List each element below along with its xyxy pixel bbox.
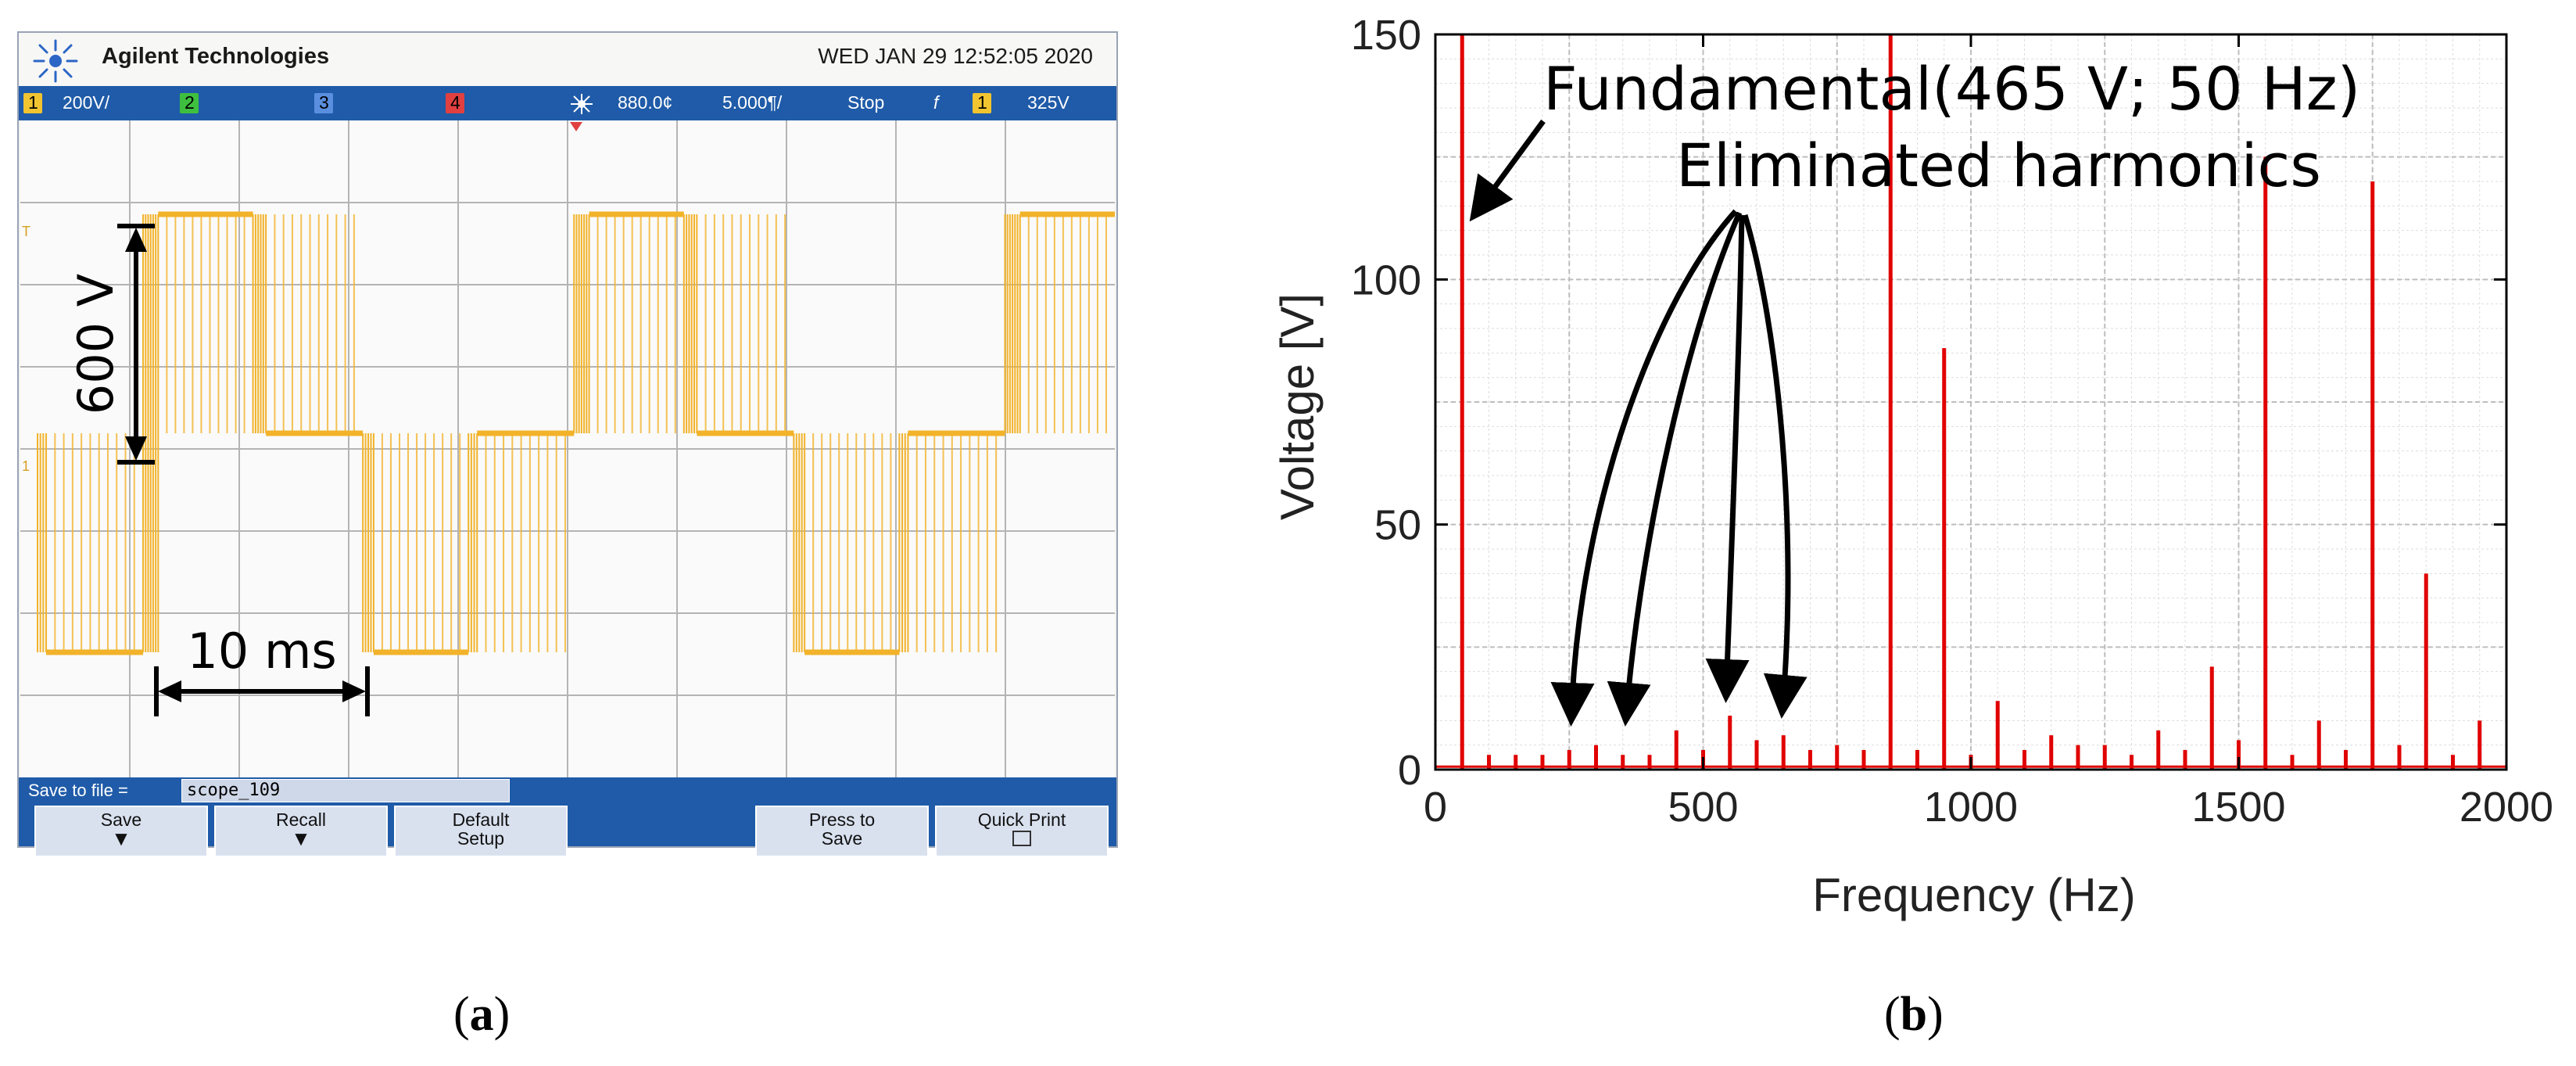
default-setup-softkey[interactable]: Default Setup [394,806,568,857]
press-to-save-softkey[interactable]: Press to Save [755,806,929,857]
recall-softkey[interactable]: Recall ▼ [214,806,388,857]
y-tick-labels: 0 50 100 150 [1351,12,1421,794]
x-tick-label: 2000 [2460,784,2553,831]
save-softkey-label: Save [100,809,142,830]
channel-2-badge [180,93,199,113]
trigger-level-marker: T [22,224,30,239]
y-tick-label: 50 [1374,502,1421,549]
panel-b-label: (b) [1884,988,1944,1041]
oscilloscope-panel: Agilent Technologies WED JAN 29 12:52:05… [17,31,1118,857]
time-scale: 5.000¶/ [722,92,783,113]
spectrum-chart: 0 500 1000 1500 2000 0 50 100 150 Frequency (Hz… [1271,12,2553,921]
channel-4-number: 4 [450,92,460,113]
voltage-annotation: 600 V [67,274,124,415]
default-setup-line2: Setup [457,828,505,849]
trigger-channel-badge [973,93,991,113]
channel-2-number: 2 [185,92,195,113]
fundamental-arrow [1469,119,1546,222]
y-tick-label: 150 [1351,12,1421,59]
recall-down-arrow-icon: ▼ [291,827,311,850]
agilent-spark-logo-icon [33,39,78,83]
save-softkey[interactable]: Save ▼ [34,806,208,857]
trigger-edge-icon: f [933,92,939,113]
scope-status-bar: 1 200V/ 2 3 4 880.0¢ 5.000¶/ Stop f 1 32… [19,86,1116,120]
fundamental-annotation: Fundamental(465 V; 50 Hz) [1543,54,2360,124]
harmonic-arrow-250 [1550,209,1738,727]
spectrum-ticks [1434,33,2508,771]
scope-trace [37,122,1115,655]
ground-marker: 1 [22,458,30,474]
trigger-position-marker [570,122,582,131]
trigger-channel: 1 [977,92,987,113]
harmonic-arrow-350 [1607,211,1743,727]
harmonic-arrow-550 [1705,214,1750,703]
channel-1-badge [23,93,42,113]
panel-a-label: (a) [453,988,511,1041]
run-state: Stop [847,92,885,113]
channel-3-number: 3 [319,92,329,113]
brand-name: Agilent Technologies [102,44,330,69]
time-position: 880.0¢ [618,92,673,113]
x-tick-label: 500 [1668,784,1738,831]
quick-print-checkbox-icon [1012,831,1031,846]
x-axis-label: Frequency (Hz) [1812,869,2135,921]
quick-print-softkey[interactable]: Quick Print [935,806,1109,857]
scope-datetime: WED JAN 29 12:52:05 2020 [818,44,1093,68]
scope-screen: T 1 600 V 10 ms [20,120,1115,777]
save-down-arrow-icon: ▼ [111,827,131,850]
file-name-field[interactable]: scope_109 [181,779,510,802]
channel-4-badge [446,93,464,113]
x-tick-label: 1000 [1924,784,2018,831]
quick-print-label: Quick Print [977,809,1066,830]
save-to-file-label: Save to file = [28,781,128,800]
voltage-dimension-arrow [117,224,155,465]
y-tick-label: 100 [1351,257,1421,303]
scope-header: Agilent Technologies WED JAN 29 12:52:05… [19,33,1116,86]
x-tick-labels: 0 500 1000 1500 2000 [1424,784,2553,831]
harmonic-arrow-650 [1742,214,1807,719]
x-tick-label: 1500 [2191,784,2285,831]
time-dimension-arrow [154,666,370,716]
trigger-level: 325V [1027,92,1069,113]
scope-softkey-bar: Save to file = scope_109 Save ▼ Recall ▼… [19,777,1116,857]
time-reference-icon [571,94,593,114]
y-tick-label: 0 [1398,747,1421,794]
y-axis-label: Voltage [V] [1271,293,1324,520]
annotation-arrows [1469,119,1807,727]
scope-grid [20,120,1115,777]
recall-softkey-label: Recall [276,809,326,830]
scope-waveform-plot: T 1 600 V 10 ms [20,120,1115,777]
channel-3-badge [314,93,333,113]
press-to-save-line2: Save [821,828,863,849]
default-setup-line1: Default [452,809,510,830]
press-to-save-line1: Press to [808,809,876,830]
eliminated-harmonics-annotation: Eliminated harmonics [1676,131,2321,200]
time-annotation: 10 ms [187,623,336,680]
channel-1-number: 1 [28,92,38,113]
x-tick-label: 0 [1424,784,1447,831]
channel-1-scale: 200V/ [63,92,110,113]
